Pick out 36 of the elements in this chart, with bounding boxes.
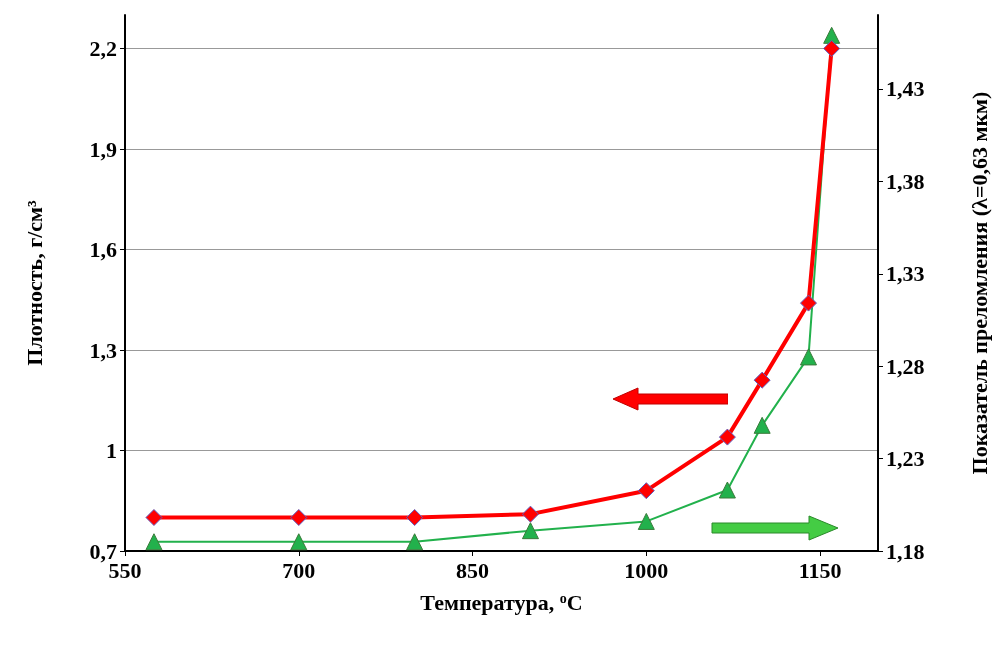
point (637, 512, 655, 530)
point (823, 40, 841, 57)
point (799, 348, 817, 366)
y-tick-label: 1 (106, 438, 117, 463)
y-tick-label: 1,9 (89, 136, 117, 162)
point (521, 505, 539, 523)
y2-tick-label: 1,23 (886, 446, 925, 472)
y2-axis-title: Показатель преломления (λ=0,63 мкм) (966, 91, 992, 475)
y2-tick-label: 1,33 (886, 261, 925, 287)
y-tick-label: 2,2 (89, 36, 117, 61)
point (290, 533, 308, 551)
point (823, 26, 841, 44)
point (718, 428, 736, 446)
y-tick-label: 1,3 (89, 337, 117, 363)
y2-tick-label: 1,38 (886, 168, 925, 194)
x-tick-label: 700 (282, 557, 316, 583)
y-tick-label: 0,7 (89, 538, 117, 564)
point (799, 294, 817, 312)
point (406, 533, 424, 551)
point (145, 533, 163, 551)
point (718, 481, 736, 499)
y-axis-title: Плотность, г/см³ (21, 199, 47, 366)
point (290, 509, 308, 526)
point (521, 522, 539, 540)
y-tick-label: 1,6 (89, 237, 117, 262)
point (753, 416, 771, 434)
y2-tick-label: 1,28 (886, 353, 925, 379)
point (145, 509, 163, 526)
point (406, 509, 424, 526)
x-tick-label: 1000 (624, 557, 669, 583)
y2-tick-label: 1,43 (886, 76, 925, 102)
y2-tick-label: 1,18 (886, 538, 925, 564)
x-tick-label: 1150 (798, 557, 842, 583)
point (753, 371, 771, 389)
x-tick-label: 850 (456, 557, 490, 583)
point (637, 482, 655, 500)
